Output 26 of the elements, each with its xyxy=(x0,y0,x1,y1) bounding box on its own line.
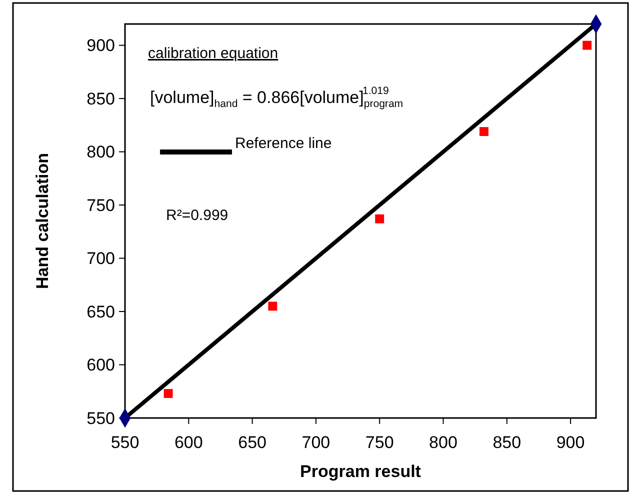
y-tick-label: 650 xyxy=(86,302,115,322)
point xyxy=(375,214,384,224)
y-tick-label: 700 xyxy=(86,249,115,268)
legend-label: Reference line xyxy=(235,135,332,152)
x-tick-label: 700 xyxy=(302,433,330,452)
point xyxy=(582,40,592,50)
x-tick-label: 850 xyxy=(492,433,522,452)
annotation: R²=0.999 xyxy=(166,207,228,224)
y-tick-label: 800 xyxy=(86,142,115,162)
y-tick-label: 850 xyxy=(86,89,115,108)
point xyxy=(164,389,173,398)
y-tick-label: 750 xyxy=(86,196,115,215)
y-tick-label: 600 xyxy=(86,356,115,375)
point xyxy=(268,302,278,311)
x-tick-label: 900 xyxy=(556,433,585,452)
x-tick-label: 750 xyxy=(365,433,394,452)
y-tick-label: 900 xyxy=(86,36,115,56)
x-axis-title: Program result xyxy=(300,462,422,481)
annotation: calibration equation xyxy=(148,45,278,62)
x-tick-label: 650 xyxy=(238,433,266,452)
y-axis-title: Hand calculation xyxy=(33,152,52,290)
x-tick-label: 600 xyxy=(174,433,203,452)
point xyxy=(480,127,488,136)
x-tick-label: 800 xyxy=(429,433,458,452)
x-tick-label: 550 xyxy=(110,433,140,452)
y-tick-label: 550 xyxy=(86,408,115,428)
